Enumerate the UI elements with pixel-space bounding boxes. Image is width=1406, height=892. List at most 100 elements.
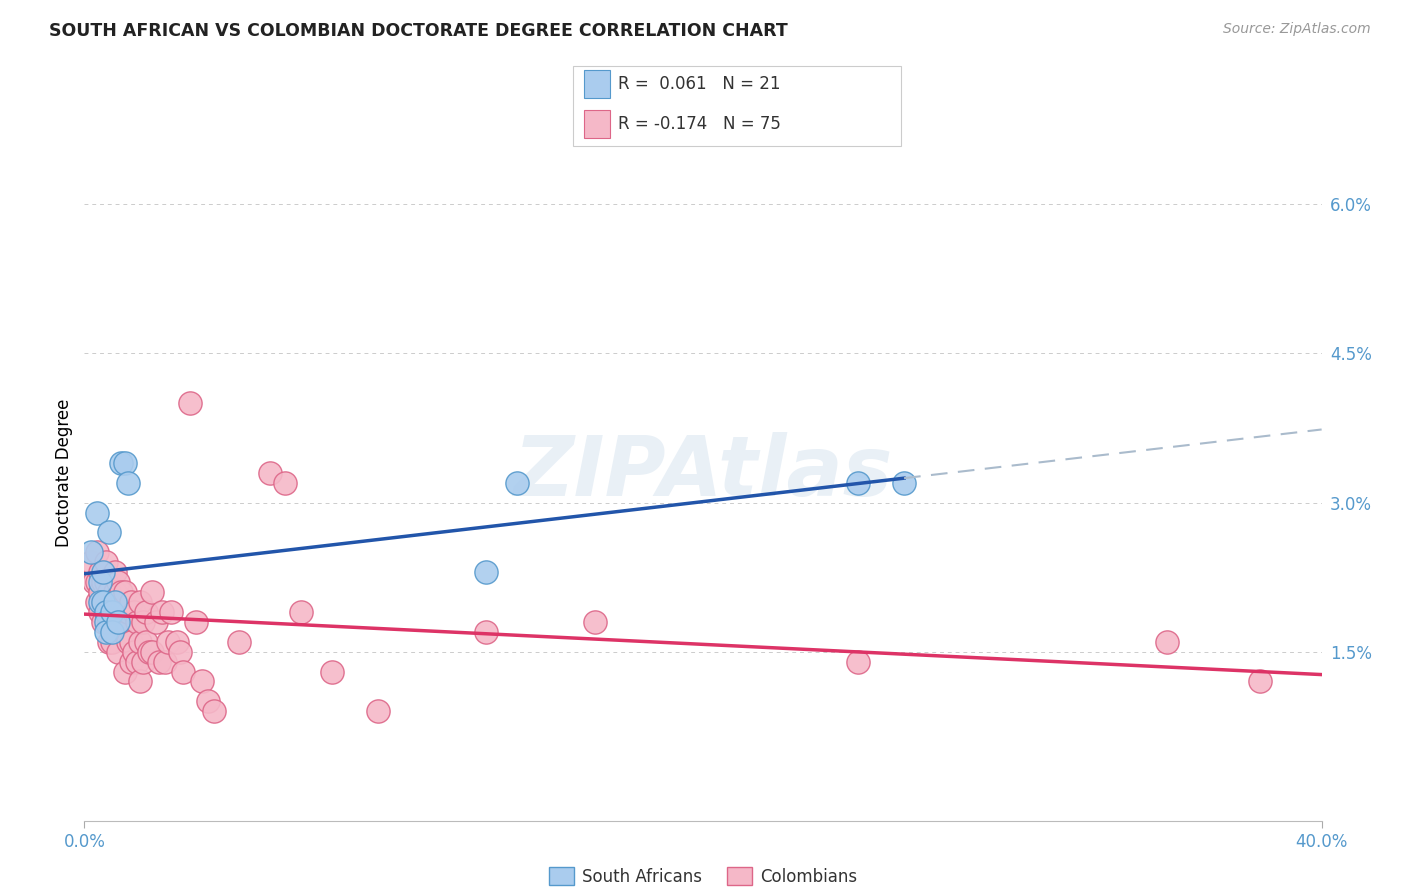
- Point: [104, 595, 127, 609]
- Point: [191, 674, 214, 689]
- Point: [583, 615, 606, 629]
- Point: [321, 665, 343, 679]
- Point: [89, 575, 111, 590]
- Point: [94, 575, 117, 590]
- Text: R = -0.174   N = 75: R = -0.174 N = 75: [619, 115, 780, 133]
- Point: [114, 624, 136, 639]
- Point: [107, 645, 129, 659]
- Point: [475, 565, 498, 579]
- Point: [1249, 674, 1271, 689]
- Point: [89, 585, 111, 599]
- Legend: South Africans, Colombians: South Africans, Colombians: [541, 861, 865, 892]
- Point: [104, 565, 127, 579]
- Point: [91, 575, 114, 590]
- Point: [228, 634, 250, 648]
- Point: [94, 555, 117, 569]
- Point: [110, 585, 132, 599]
- Point: [274, 475, 297, 490]
- Point: [94, 605, 117, 619]
- Point: [107, 615, 129, 629]
- Point: [138, 645, 160, 659]
- Text: R =  0.061   N = 21: R = 0.061 N = 21: [619, 75, 780, 93]
- Text: ZIPAtlas: ZIPAtlas: [513, 433, 893, 513]
- Point: [135, 605, 157, 619]
- Point: [120, 655, 142, 669]
- Point: [79, 545, 101, 559]
- Point: [129, 595, 152, 609]
- Point: [846, 475, 869, 490]
- Point: [107, 575, 129, 590]
- Point: [197, 694, 219, 708]
- Point: [150, 605, 173, 619]
- Point: [132, 615, 155, 629]
- Point: [125, 655, 148, 669]
- Point: [141, 585, 163, 599]
- Point: [98, 525, 121, 540]
- Point: [89, 565, 111, 579]
- Point: [91, 565, 114, 579]
- Point: [125, 615, 148, 629]
- Point: [94, 615, 117, 629]
- Point: [91, 615, 114, 629]
- Point: [1156, 634, 1178, 648]
- Point: [117, 605, 139, 619]
- Point: [86, 506, 108, 520]
- Y-axis label: Doctorate Degree: Doctorate Degree: [55, 399, 73, 547]
- Point: [184, 615, 207, 629]
- Point: [91, 595, 114, 609]
- Point: [79, 555, 101, 569]
- Point: [129, 674, 152, 689]
- Point: [160, 605, 183, 619]
- Point: [101, 615, 124, 629]
- Text: SOUTH AFRICAN VS COLOMBIAN DOCTORATE DEGREE CORRELATION CHART: SOUTH AFRICAN VS COLOMBIAN DOCTORATE DEG…: [49, 22, 787, 40]
- Text: Source: ZipAtlas.com: Source: ZipAtlas.com: [1223, 22, 1371, 37]
- Point: [141, 645, 163, 659]
- Point: [117, 475, 139, 490]
- Point: [846, 655, 869, 669]
- Point: [153, 655, 176, 669]
- Point: [101, 624, 124, 639]
- Point: [86, 545, 108, 559]
- Point: [259, 466, 281, 480]
- Point: [89, 605, 111, 619]
- Point: [172, 665, 194, 679]
- Point: [122, 645, 145, 659]
- Point: [94, 624, 117, 639]
- Point: [98, 615, 121, 629]
- Point: [107, 605, 129, 619]
- Point: [104, 615, 127, 629]
- Point: [132, 655, 155, 669]
- Point: [86, 575, 108, 590]
- Point: [202, 704, 225, 718]
- Point: [83, 575, 105, 590]
- Point: [148, 655, 170, 669]
- Point: [117, 634, 139, 648]
- Point: [169, 645, 191, 659]
- Point: [104, 585, 127, 599]
- Point: [101, 595, 124, 609]
- Point: [89, 595, 111, 609]
- Point: [101, 634, 124, 648]
- Point: [135, 634, 157, 648]
- Point: [98, 634, 121, 648]
- Point: [120, 595, 142, 609]
- Point: [120, 634, 142, 648]
- Point: [114, 665, 136, 679]
- Point: [475, 624, 498, 639]
- Point: [129, 634, 152, 648]
- Point: [110, 456, 132, 470]
- Point: [94, 605, 117, 619]
- Point: [101, 605, 124, 619]
- Point: [122, 605, 145, 619]
- Point: [179, 396, 201, 410]
- Point: [367, 704, 389, 718]
- Point: [506, 475, 529, 490]
- Point: [114, 585, 136, 599]
- Point: [98, 585, 121, 599]
- Point: [110, 615, 132, 629]
- Point: [114, 456, 136, 470]
- Point: [166, 634, 188, 648]
- Point: [156, 634, 179, 648]
- Point: [290, 605, 312, 619]
- Point: [145, 615, 167, 629]
